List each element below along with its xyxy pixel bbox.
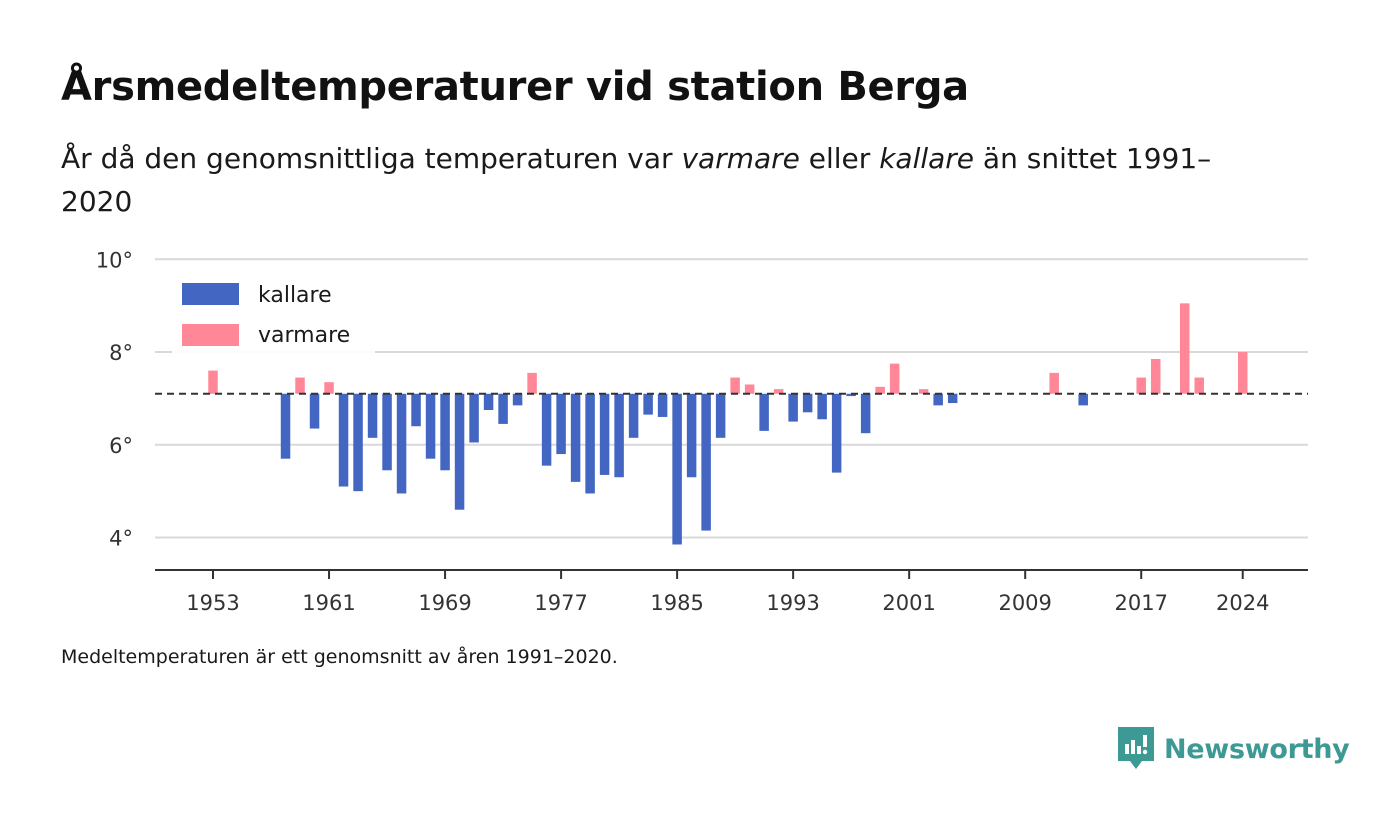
legend-swatch-varmare xyxy=(182,324,239,346)
bar-colder[interactable] xyxy=(382,393,392,471)
legend-label-kallare[interactable]: kallare xyxy=(258,283,332,308)
brand-name: Newsworthy xyxy=(1164,733,1350,765)
bar-warmer[interactable] xyxy=(295,377,305,394)
chart-title: Årsmedeltemperaturer vid station Berga xyxy=(61,64,969,110)
legend-label-varmare[interactable]: varmare xyxy=(258,323,350,348)
bar-colder[interactable] xyxy=(498,393,508,424)
bar-colder[interactable] xyxy=(512,393,523,406)
bar-colder[interactable] xyxy=(860,393,871,434)
bar-colder[interactable] xyxy=(425,393,436,459)
legend-swatch-kallare xyxy=(182,283,239,305)
y-tick-label: 8° xyxy=(109,341,133,365)
y-tick-label: 4° xyxy=(109,527,133,551)
subtitle-warmer-word: varmare xyxy=(681,142,800,175)
x-tick-label: 1953 xyxy=(186,591,239,615)
bar-colder[interactable] xyxy=(309,393,320,429)
bar-colder[interactable] xyxy=(846,393,856,397)
x-tick-label: 2009 xyxy=(998,591,1051,615)
bar-warmer[interactable] xyxy=(1150,358,1161,394)
bar-warmer[interactable] xyxy=(1049,372,1059,394)
bar-colder[interactable] xyxy=(469,393,479,443)
x-tick-label: 1977 xyxy=(534,591,587,615)
bar-colder[interactable] xyxy=(672,393,682,545)
bar-colder[interactable] xyxy=(570,393,581,482)
bar-colder[interactable] xyxy=(454,393,465,510)
bar-warmer[interactable] xyxy=(889,363,900,394)
bar-warmer[interactable] xyxy=(918,389,929,394)
subtitle-text-middle: eller xyxy=(799,142,880,175)
bar-warmer[interactable] xyxy=(773,389,784,394)
x-tick-label: 2001 xyxy=(882,591,935,615)
bar-colder[interactable] xyxy=(701,393,711,531)
bar-colder[interactable] xyxy=(599,393,610,475)
bar-colder[interactable] xyxy=(817,393,827,420)
bar-colder[interactable] xyxy=(556,393,566,455)
bar-colder[interactable] xyxy=(338,393,349,487)
bar-warmer[interactable] xyxy=(527,372,537,394)
footnote: Medeltemperaturen är ett genomsnitt av å… xyxy=(61,646,618,668)
subtitle-text-end: än snittet 1991–2020 xyxy=(61,142,1212,218)
legend: kallare varmare xyxy=(172,271,375,359)
bar-warmer[interactable] xyxy=(208,370,218,394)
bar-colder[interactable] xyxy=(788,393,798,422)
bar-colder[interactable] xyxy=(657,393,668,417)
bar-colder[interactable] xyxy=(1078,393,1088,406)
x-tick-label: 2017 xyxy=(1114,591,1167,615)
bar-colder[interactable] xyxy=(933,393,943,406)
bar-colder[interactable] xyxy=(643,393,653,415)
axes: 1953 1961 1969 1977 1985 1993 2001 2009 2017 2024 xyxy=(155,569,1308,615)
bar-warmer[interactable] xyxy=(1179,303,1190,394)
x-tick-label: 1985 xyxy=(650,591,703,615)
bar-colder[interactable] xyxy=(759,393,769,431)
x-tick-label: 1993 xyxy=(766,591,819,615)
bar-warmer[interactable] xyxy=(1237,352,1248,394)
bar-colder[interactable] xyxy=(686,393,697,478)
newsworthy-logo-icon xyxy=(1118,727,1154,769)
bar-colder[interactable] xyxy=(483,393,494,410)
bar-colder[interactable] xyxy=(614,393,624,478)
bar-colder[interactable] xyxy=(440,393,450,471)
bar-warmer[interactable] xyxy=(744,384,755,394)
bar-warmer[interactable] xyxy=(324,382,334,394)
bar-colder[interactable] xyxy=(628,393,639,438)
chart-subtitle: År då den genomsnittliga temperaturen va… xyxy=(61,137,1281,223)
bar-colder[interactable] xyxy=(367,393,378,438)
bar-colder[interactable] xyxy=(947,393,958,404)
bar-colder[interactable] xyxy=(411,393,421,427)
x-tick-label: 2024 xyxy=(1216,591,1269,615)
brand-logo[interactable]: Newsworthy xyxy=(1118,726,1350,772)
y-tick-label: 10° xyxy=(96,248,133,272)
bar-colder[interactable] xyxy=(585,393,595,494)
subtitle-colder-word: kallare xyxy=(879,142,975,175)
bar-warmer[interactable] xyxy=(730,377,740,394)
bar-colder[interactable] xyxy=(353,393,363,492)
bar-colder[interactable] xyxy=(831,393,842,473)
y-tick-label: 6° xyxy=(109,434,133,458)
bar-colder[interactable] xyxy=(280,393,291,459)
bar-warmer[interactable] xyxy=(1136,377,1146,394)
x-tick-label: 1961 xyxy=(302,591,355,615)
bars xyxy=(155,303,1308,545)
bar-colder[interactable] xyxy=(715,393,726,438)
bar-colder[interactable] xyxy=(396,393,407,494)
bar-warmer[interactable] xyxy=(1194,377,1204,394)
bar-warmer[interactable] xyxy=(875,386,885,394)
bar-colder[interactable] xyxy=(802,393,813,413)
x-tick-label: 1969 xyxy=(418,591,471,615)
bar-colder[interactable] xyxy=(541,393,552,466)
subtitle-text-start: År då den genomsnittliga temperaturen va… xyxy=(61,142,682,175)
